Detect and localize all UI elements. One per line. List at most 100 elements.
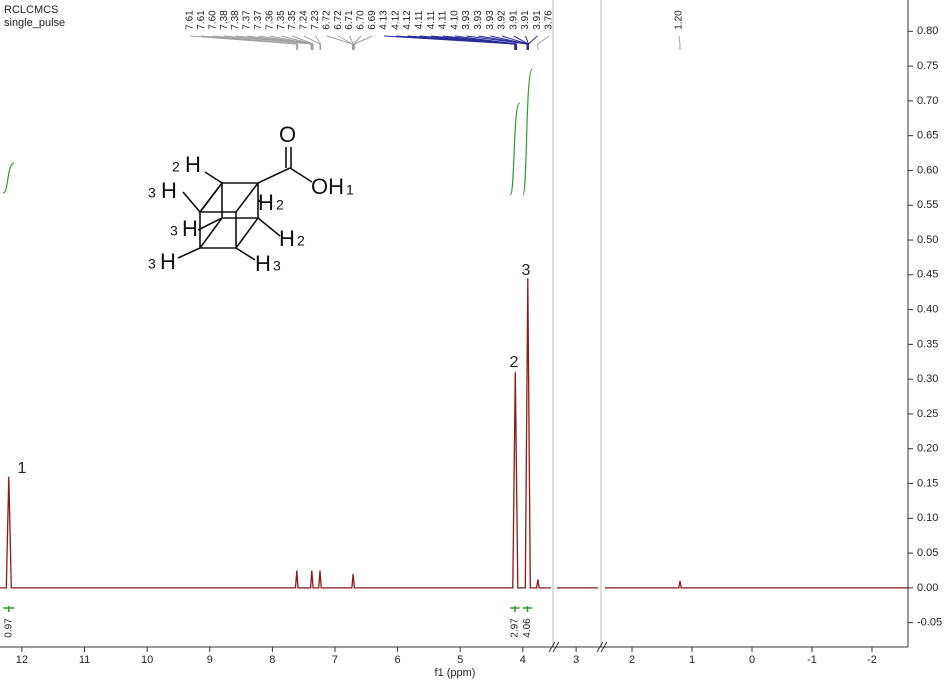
chart-title: RCLCMCS [4, 4, 58, 16]
integral-curve [522, 68, 533, 196]
peak-pick-leader [353, 35, 373, 50]
peak-pick-leader [292, 35, 314, 50]
y-tick-label: 0.55 [917, 199, 938, 211]
peak-pick-label: 6.72 [333, 10, 344, 30]
peak-pick-label: 3.91 [520, 10, 531, 30]
peak-pick-label: 7.23 [310, 10, 321, 30]
structure-atom: H [160, 249, 176, 274]
peak-pick-label: 6.72 [321, 10, 332, 30]
peak-pick-label: 4.13 [379, 10, 390, 30]
y-tick-label: 0.25 [917, 408, 938, 420]
structure-atom: O [279, 122, 296, 147]
y-tick-label: -0.05 [917, 617, 942, 629]
peak-pick-label: 3.91 [532, 10, 543, 30]
peak-pick-label: 7.35 [276, 10, 287, 30]
peak-pick-leader [314, 35, 322, 50]
integral-label: 4.06 [522, 618, 533, 638]
structure-number: 3 [148, 256, 156, 272]
peak-pick-label: 4.10 [449, 10, 460, 30]
structure-number: 3 [273, 258, 281, 274]
peak-pick-label: 7.38 [219, 10, 230, 30]
x-tick-label: 3 [573, 654, 579, 666]
structure-number: 3 [148, 185, 156, 201]
peak-pick-leader [678, 35, 681, 50]
y-tick-label: 0.35 [917, 338, 938, 350]
peak-pick-label: 7.37 [253, 10, 264, 30]
y-tick-label: 0.40 [917, 303, 938, 315]
x-tick-label: 5 [457, 654, 463, 666]
peak-pick-label: 3.93 [473, 10, 484, 30]
integral-bracket [3, 606, 15, 612]
peak-pick-label: 7.24 [299, 10, 310, 30]
x-tick-label: 8 [269, 654, 275, 666]
structure-atom: H [255, 251, 271, 276]
integral-curve [509, 102, 521, 196]
structure-atom: OH [311, 174, 344, 199]
x-tick-label: 6 [395, 654, 401, 666]
peak-pick-leader [537, 35, 550, 50]
structure-number: 1 [346, 182, 354, 198]
peak-pick-label: 3.93 [461, 10, 472, 30]
peak-annotation: 2 [510, 354, 519, 371]
x-tick-label: 12 [16, 654, 28, 666]
x-tick-label: 10 [141, 654, 153, 666]
peak-pick-label: 3.92 [497, 10, 508, 30]
peak-pick-leader [303, 35, 321, 50]
integral-label: 2.97 [510, 618, 521, 638]
peak-pick-label: 7.37 [242, 10, 253, 30]
peak-pick-label: 7.60 [207, 10, 218, 30]
x-tick-label: 9 [207, 654, 213, 666]
x-tick-label: -2 [867, 654, 877, 666]
y-tick-label: 0.60 [917, 164, 938, 176]
y-tick-label: 0.80 [917, 25, 938, 37]
structure-atom: H [182, 216, 198, 241]
peak-pick-leader [212, 35, 298, 50]
x-tick-label: 2 [629, 654, 635, 666]
y-tick-label: 0.00 [917, 582, 938, 594]
peak-pick-label: 7.36 [264, 10, 275, 30]
peak-pick-label: 1.20 [674, 10, 685, 30]
peak-pick-label: 6.70 [356, 10, 367, 30]
x-tick-label: 11 [79, 654, 90, 666]
integral-bracket [510, 606, 520, 612]
structure-bonds [177, 147, 313, 261]
peak-pick-label: 7.35 [287, 10, 298, 30]
peak-pick-label: 3.91 [508, 10, 519, 30]
peak-pick-label: 3.93 [485, 10, 496, 30]
peak-pick-leader [337, 35, 354, 50]
spectrum-line [0, 278, 908, 589]
y-tick-label: 0.75 [917, 60, 938, 72]
structure-number: 2 [172, 159, 180, 175]
y-tick-label: 0.10 [917, 512, 938, 524]
y-tick-label: 0.05 [917, 547, 938, 559]
integral-bracket [522, 606, 533, 612]
structure-atom: H [185, 152, 201, 177]
structure-number: 2 [276, 197, 284, 213]
peak-pick-label: 4.12 [390, 10, 401, 30]
peak-pick-leader [454, 35, 518, 50]
peak-pick-label: 4.11 [438, 10, 449, 29]
peak-pick-label: 4.11 [414, 10, 425, 29]
integral-curve [2, 162, 15, 194]
structure-atom: H [258, 190, 274, 215]
x-tick-label: 4 [520, 654, 526, 666]
x-axis-label: f1 (ppm) [435, 667, 476, 679]
chart-subtitle: single_pulse [4, 17, 65, 29]
y-tick-label: 0.70 [917, 95, 938, 107]
y-tick-label: 0.15 [917, 477, 938, 489]
peak-pick-label: 3.76 [544, 10, 555, 30]
x-tick-label: 0 [749, 654, 755, 666]
y-tick-label: 0.30 [917, 373, 938, 385]
peak-pick-label: 7.61 [185, 10, 196, 30]
peak-annotation: 1 [18, 460, 27, 477]
peak-pick-label: 4.11 [426, 10, 437, 29]
axis-breaks [548, 641, 608, 653]
integral-label: 0.97 [3, 618, 14, 638]
peak-pick-leader [349, 35, 354, 50]
y-tick-label: 0.50 [917, 234, 938, 246]
peak-pick-label: 6.69 [367, 10, 378, 30]
x-tick-label: 1 [689, 654, 695, 666]
structure-atom: H [161, 178, 177, 203]
